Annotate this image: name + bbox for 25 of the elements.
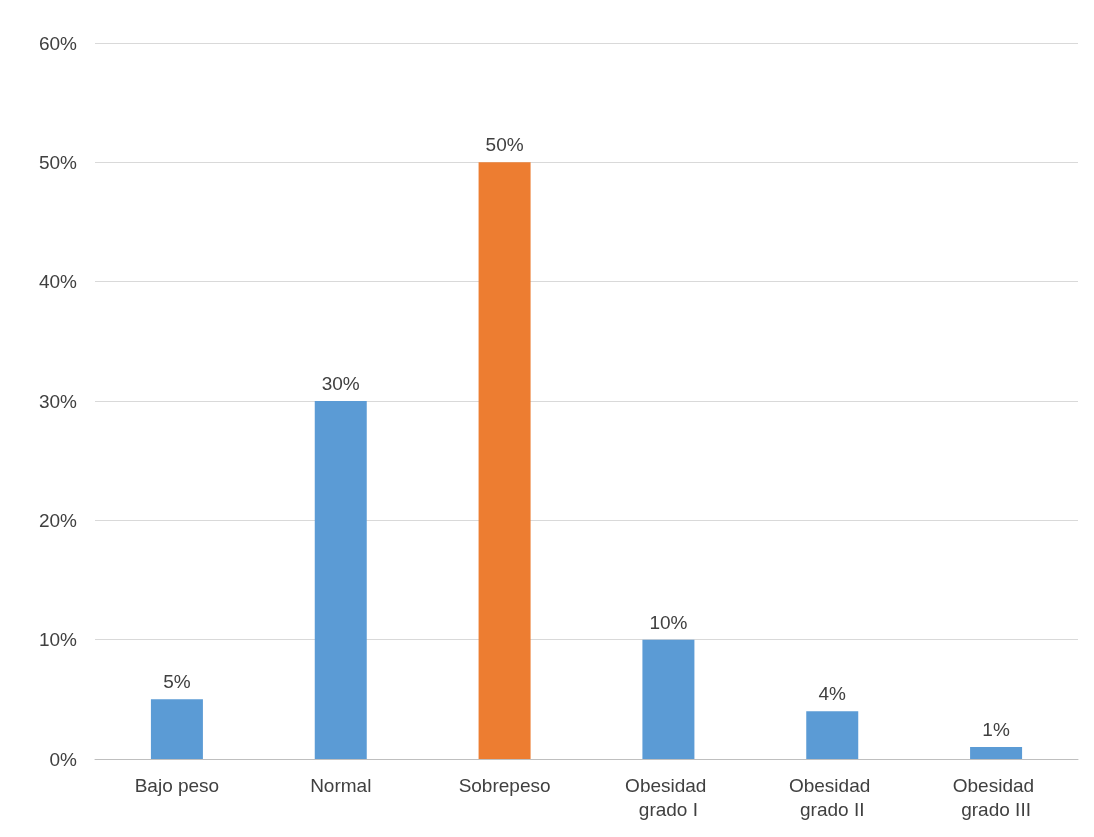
data-label: 50% [485, 134, 524, 156]
data-label: 5% [163, 671, 191, 693]
y-tick-label: 40% [38, 271, 78, 293]
bar [970, 747, 1023, 759]
y-tick-label: 30% [38, 390, 78, 412]
data-label: 10% [649, 611, 688, 633]
y-tick-label: 50% [38, 151, 78, 173]
x-tick-label: Sobrepeso [458, 774, 551, 796]
x-tick-label: Obesidad grado III [952, 774, 1040, 820]
x-tick-label: Normal [310, 774, 372, 796]
bar [642, 639, 695, 759]
x-tick-label: Bajo peso [134, 774, 220, 796]
y-tick-label: 60% [38, 32, 78, 54]
data-label: 4% [818, 683, 847, 705]
x-tick-label: Obesidad grado II [788, 774, 876, 820]
bar [150, 699, 203, 759]
y-tick-label: 0% [49, 748, 78, 770]
y-tick-label: 20% [38, 509, 78, 531]
data-label: 30% [321, 373, 360, 394]
data-label: 1% [982, 719, 1010, 741]
bar [314, 401, 367, 759]
bar [478, 162, 531, 759]
x-tick-label: Obesidad grado I [625, 774, 712, 820]
bar [806, 711, 859, 759]
y-tick-label: 10% [38, 629, 78, 651]
